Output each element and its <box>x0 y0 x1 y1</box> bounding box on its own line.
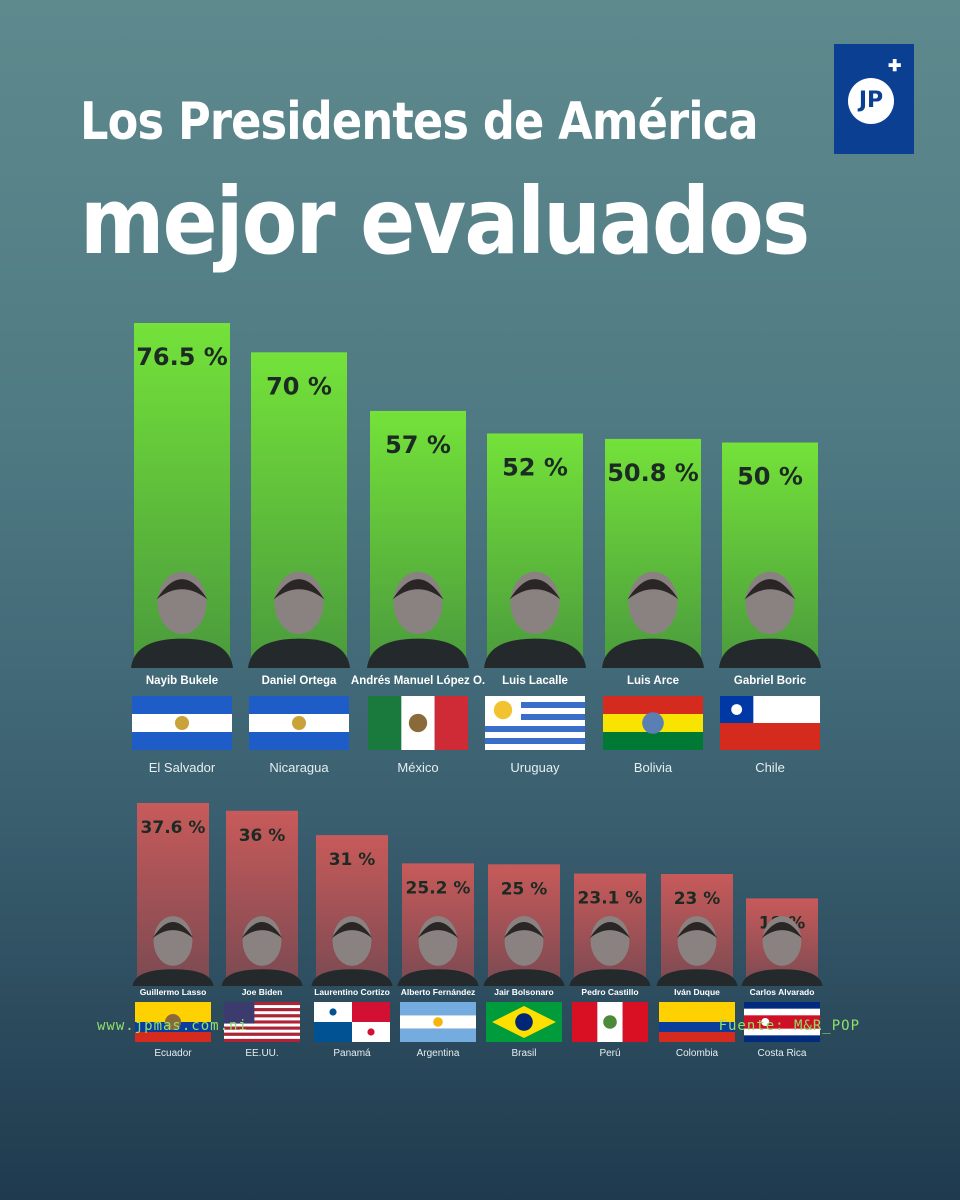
value-label: 52 % <box>502 453 568 481</box>
flag-ecuador <box>135 1002 211 1042</box>
portrait-guillermo-lasso <box>132 916 214 986</box>
country-name: Bolivia <box>634 760 673 775</box>
value-label: 23.1 % <box>578 889 643 909</box>
flag-argentina <box>400 1002 476 1042</box>
portrait-gabriel-boric <box>719 571 821 668</box>
country-name: Colombia <box>676 1048 719 1059</box>
value-label: 31 % <box>329 850 376 870</box>
president-name: Nayib Bukele <box>146 675 218 687</box>
logo-text: JP <box>848 78 894 124</box>
value-label: 37.6 % <box>141 818 206 838</box>
country-name: Brasil <box>511 1048 536 1059</box>
value-label: 25 % <box>501 879 548 899</box>
footer-source: Fuente: M&R_POP <box>718 1018 860 1034</box>
portrait-nayib-bukele <box>131 571 233 668</box>
flag-ee-uu <box>224 1002 300 1042</box>
title-line-1: Los Presidentes de América <box>80 92 759 152</box>
president-name: Laurentino Cortizo <box>314 987 390 997</box>
country-name: Nicaragua <box>269 760 329 775</box>
value-label: 50 % <box>737 463 803 491</box>
country-name: Chile <box>755 760 785 775</box>
portrait-luis-arce <box>602 571 704 668</box>
president-name: Daniel Ortega <box>262 675 337 687</box>
footer-website[interactable]: www.jpmas.com.ni <box>97 1018 248 1034</box>
value-label: 57 % <box>385 431 451 459</box>
flag-uruguay <box>485 696 585 750</box>
country-name: México <box>397 760 438 775</box>
flag-peru <box>572 1002 648 1042</box>
country-name: Panamá <box>333 1048 371 1059</box>
flag-brasil <box>486 1002 562 1042</box>
president-name: Andrés Manuel López O. <box>351 675 485 687</box>
flag-panama <box>314 1002 390 1042</box>
portrait-alberto-fernandez <box>397 916 479 986</box>
jp-logo: ✚ JP <box>834 44 914 154</box>
portrait-laurentino-cortizo <box>311 916 393 986</box>
value-label: 23 % <box>674 889 721 909</box>
president-name: Guillermo Lasso <box>140 987 207 997</box>
president-name: Jair Bolsonaro <box>494 987 554 997</box>
country-name: Argentina <box>417 1048 460 1059</box>
president-name: Luis Lacalle <box>502 675 568 687</box>
country-name: Ecuador <box>154 1048 192 1059</box>
value-label: 50.8 % <box>607 459 699 487</box>
country-name: El Salvador <box>149 760 216 775</box>
portrait-carlos-alvarado <box>741 916 823 986</box>
value-label: 25.2 % <box>406 878 471 898</box>
president-name: Carlos Alvarado <box>750 987 815 997</box>
portrait-andres-manuel-lopez-o <box>367 571 469 668</box>
portrait-joe-biden <box>221 916 303 986</box>
flag-el-salvador <box>132 696 232 750</box>
flag-nicaragua <box>249 696 349 750</box>
value-label: 70 % <box>266 372 332 400</box>
flag-bolivia <box>603 696 703 750</box>
flag-chile <box>720 696 820 750</box>
president-name: Iván Duque <box>674 987 720 997</box>
portrait-jair-bolsonaro <box>483 916 565 986</box>
president-name: Alberto Fernández <box>401 987 476 997</box>
value-label: 36 % <box>239 826 286 846</box>
title-line-2: mejor evaluados <box>80 168 810 275</box>
country-name: Uruguay <box>510 760 560 775</box>
president-name: Luis Arce <box>627 675 679 687</box>
plus-icon: ✚ <box>888 58 902 75</box>
portrait-ivan-duque <box>656 916 738 986</box>
country-name: Perú <box>599 1048 620 1059</box>
flag-colombia <box>659 1002 735 1042</box>
value-label: 76.5 % <box>136 343 228 371</box>
portrait-daniel-ortega <box>248 571 350 668</box>
portrait-pedro-castillo <box>569 916 651 986</box>
country-name: Costa Rica <box>758 1048 807 1059</box>
president-name: Joe Biden <box>242 987 283 997</box>
flag-costa-rica <box>744 1002 820 1042</box>
president-name: Gabriel Boric <box>734 675 807 687</box>
president-name: Pedro Castillo <box>581 987 638 997</box>
flag-mexico <box>368 696 468 750</box>
portrait-luis-lacalle <box>484 571 586 668</box>
country-name: EE.UU. <box>245 1048 278 1059</box>
